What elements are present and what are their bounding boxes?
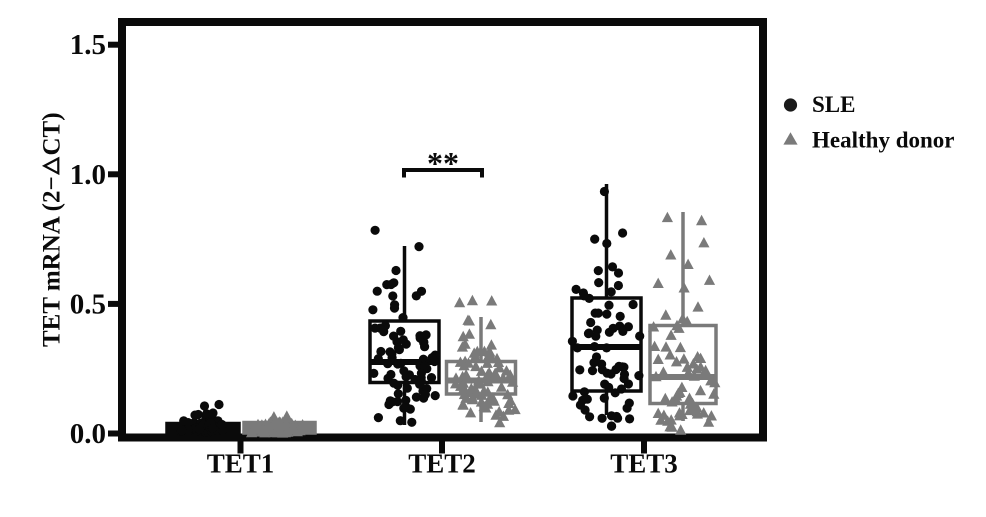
svg-text:TET mRNA (2−: TET mRNA (2−	[39, 176, 66, 347]
svg-text:CT): CT)	[39, 112, 66, 155]
svg-text:TET2: TET2	[408, 449, 476, 479]
svg-text:1.0: 1.0	[70, 159, 106, 191]
svg-text:TET1: TET1	[207, 449, 275, 479]
svg-text:TET3: TET3	[610, 449, 678, 479]
svg-text:0.5: 0.5	[70, 288, 106, 320]
svg-text:SLE: SLE	[812, 92, 855, 117]
svg-text:1.5: 1.5	[70, 29, 106, 61]
svg-text:Healthy donor: Healthy donor	[812, 128, 954, 153]
svg-text:0.0: 0.0	[70, 418, 106, 450]
svg-text:**: **	[427, 145, 459, 181]
